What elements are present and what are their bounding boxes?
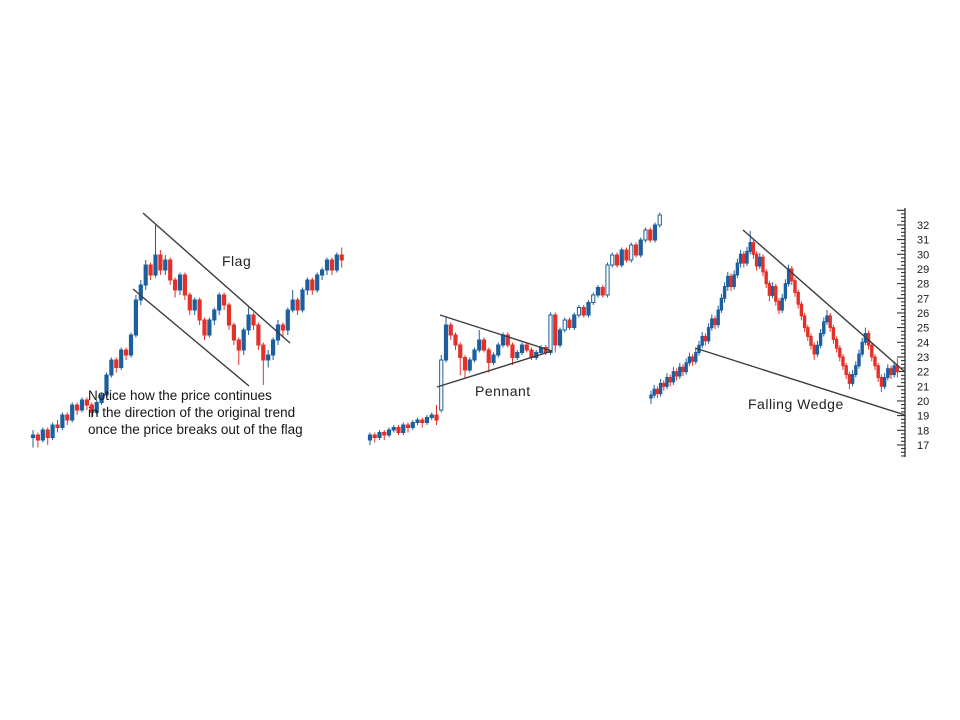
flag-label: Flag <box>222 253 252 269</box>
flag-chart: Flag Notice how the price continues in t… <box>15 190 360 460</box>
axis-tick-label: 20 <box>917 396 929 408</box>
pennant-label: Pennant <box>475 383 531 399</box>
pennant-chart: Pennant <box>365 195 665 450</box>
axis-tick-label: 32 <box>917 220 929 232</box>
falling-wedge-chart: 32 31 30 29 28 27 26 25 24 23 22 21 20 19 18 17 Falling… <box>645 195 955 465</box>
axis-tick-label: 24 <box>917 337 929 349</box>
falling-wedge-chart-svg: 32 31 30 29 28 27 26 25 24 23 22 21 20 19 18 17 <box>649 208 929 457</box>
flag-chart-svg <box>30 212 344 448</box>
pattern-trendlines <box>132 212 291 387</box>
axis-tick-label: 30 <box>917 249 929 261</box>
axis-tick-label: 28 <box>917 279 929 291</box>
pattern-trendlines <box>436 314 553 388</box>
axis-tick-label: 29 <box>917 264 929 276</box>
pattern-trendlines <box>694 229 906 416</box>
axis-tick-label: 21 <box>917 381 929 393</box>
axis-tick-label: 23 <box>917 352 929 364</box>
axis-tick-label: 27 <box>917 293 929 305</box>
flag-annotation-line3: once the price breaks out of the flag <box>88 422 303 437</box>
flag-annotation-line1: Notice how the price continues <box>88 388 272 403</box>
axis-tick-label: 19 <box>917 411 929 423</box>
axis-tick-label: 26 <box>917 308 929 320</box>
price-axis: 32 31 30 29 28 27 26 25 24 23 22 21 20 19 18 17 <box>897 208 929 457</box>
candles <box>30 225 344 448</box>
candles <box>367 212 662 445</box>
falling-wedge-label: Falling Wedge <box>748 396 844 412</box>
pennant-chart-svg <box>367 212 662 445</box>
axis-tick-label: 18 <box>917 425 929 437</box>
flag-annotation-line2: in the direction of the original trend <box>88 405 296 420</box>
axis-tick-label: 22 <box>917 367 929 379</box>
axis-tick-label: 17 <box>917 440 929 452</box>
flag-annotation: Notice how the price continues in the di… <box>88 387 303 438</box>
axis-tick-label: 25 <box>917 323 929 335</box>
axis-tick-label: 31 <box>917 235 929 247</box>
candles <box>649 230 900 404</box>
